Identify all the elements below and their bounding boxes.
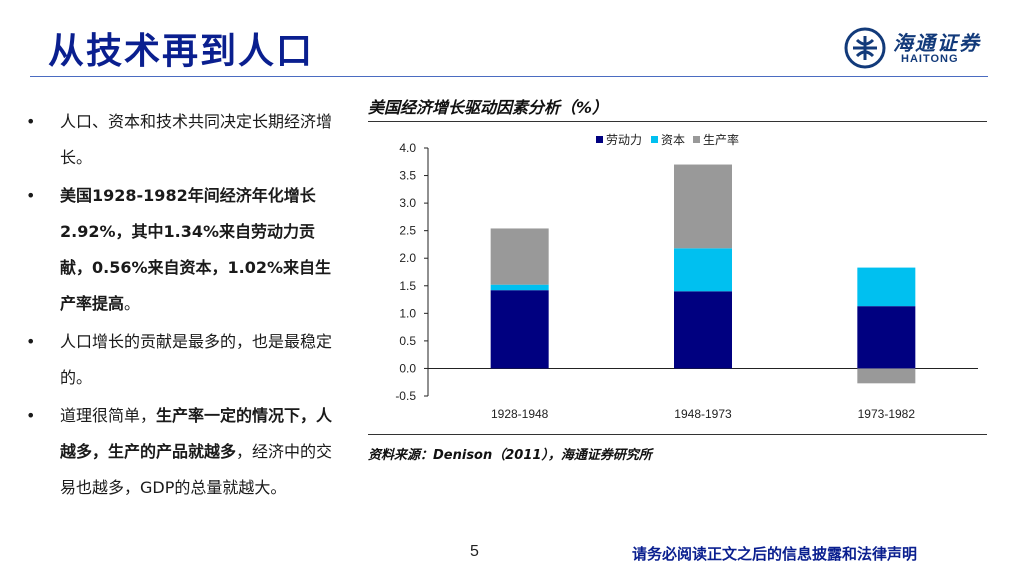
y-tick-label: 2.0	[399, 251, 416, 265]
bar-segment-劳动力	[674, 291, 732, 369]
bullet-dot: •	[26, 186, 36, 205]
bar-segment-劳动力	[490, 290, 549, 369]
legend-swatch	[596, 136, 603, 143]
y-tick-label: -0.5	[395, 389, 416, 403]
logo-cn-text: 海通证券	[893, 31, 981, 55]
y-tick-label: 2.5	[399, 224, 416, 238]
x-tick-label: 1928-1948	[491, 407, 549, 421]
bullet-item: • 人口增长的贡献是最多的，也是最稳定的。	[26, 324, 336, 396]
bar-segment-资本	[674, 248, 732, 292]
logo-en-text: HAITONG	[901, 53, 959, 65]
bullet-text: 人口增长的贡献是最多的，也是最稳定的。	[60, 332, 333, 387]
bullet-text: 人口、资本和技术共同决定长期经济增长。	[60, 112, 333, 167]
title-divider	[30, 76, 988, 77]
y-tick-label: 0.0	[399, 361, 416, 375]
bar-segment-资本	[857, 267, 916, 307]
bullet-text: 道理很简单，	[60, 406, 157, 425]
bar-segment-劳动力	[857, 306, 916, 369]
bullet-text: ，经济中的交易也越多，GDP的总量就越大。	[60, 442, 333, 497]
chart-title: 美国经济增长驱动因素分析（%）	[368, 98, 609, 117]
chart-source: 资料来源：Denison（2011），海通证券研究所	[368, 448, 652, 463]
legend-swatch	[651, 136, 658, 143]
bar-segment-生产率	[674, 164, 732, 249]
page-number: 5	[470, 543, 479, 560]
bullet-dot: •	[26, 112, 36, 131]
bar-segment-生产率	[857, 368, 916, 384]
slide-title: 从技术再到人口	[48, 31, 315, 72]
legend-label: 劳动力	[606, 133, 642, 147]
legend-label: 资本	[661, 133, 685, 147]
bar-segment-资本	[490, 284, 549, 291]
haitong-logo-icon	[844, 27, 886, 69]
bullet-dot: •	[26, 332, 36, 351]
disclaimer-link[interactable]: 请务必阅读正文之后的信息披露和法律声明	[632, 545, 918, 563]
bullet-dot: •	[26, 406, 36, 425]
legend-swatch	[693, 136, 700, 143]
y-tick-label: 1.5	[399, 279, 416, 293]
chart-top-rule	[368, 121, 987, 122]
y-tick-label: 1.0	[399, 306, 416, 320]
bullet-item: • 美国1928-1982年间经济年化增长2.92%，其中1.34%来自劳动力贡献…	[26, 178, 336, 322]
haitong-logo: 海通证券 HAITONG	[843, 26, 993, 70]
bar-segment-生产率	[490, 228, 549, 285]
bullet-text: 生产率一定的情况下，人越多，生产的产品就越多	[60, 406, 333, 461]
y-tick-label: 0.5	[399, 334, 416, 348]
y-tick-label: 3.5	[399, 169, 416, 183]
bullet-text: 。	[124, 294, 141, 313]
y-tick-label: 3.0	[399, 196, 416, 210]
stacked-bar-chart: 4.0 3.5 3.0 2.5 2.0 1.5 1.0 0.5 0.0 -0.5 1928-1948…	[395, 132, 978, 421]
x-tick-label: 1948-1973	[674, 407, 732, 421]
y-tick-label: 4.0	[399, 141, 416, 155]
legend-label: 生产率	[703, 132, 739, 147]
chart-bottom-rule	[368, 434, 987, 435]
bullet-item: • 人口、资本和技术共同决定长期经济增长。	[26, 104, 336, 176]
bullet-list: • 人口、资本和技术共同决定长期经济增长。 • 美国1928-1982年间经济年化增长…	[26, 104, 336, 508]
bullet-item: • 道理很简单，生产率一定的情况下，人越多，生产的产品就越多，经济中的交易也越多，…	[26, 398, 336, 506]
x-tick-label: 1973-1982	[858, 407, 916, 421]
bullet-text: 美国1928-1982年间经济年化增长2.92%，其中1.34%来自劳动力贡献，…	[60, 186, 332, 313]
